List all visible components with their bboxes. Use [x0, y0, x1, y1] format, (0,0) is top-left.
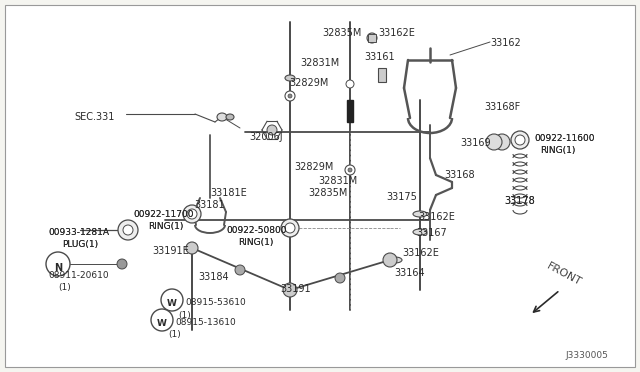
Circle shape — [281, 219, 299, 237]
Circle shape — [187, 209, 197, 219]
Text: RING(1): RING(1) — [540, 146, 575, 155]
Circle shape — [515, 135, 525, 145]
Text: 33161: 33161 — [364, 52, 395, 62]
Text: 00922-11600: 00922-11600 — [534, 134, 595, 143]
Circle shape — [118, 220, 138, 240]
Circle shape — [345, 165, 355, 175]
Circle shape — [123, 225, 133, 235]
Text: FRONT: FRONT — [545, 262, 583, 288]
Text: 08915-13610: 08915-13610 — [175, 318, 236, 327]
Text: 33191: 33191 — [280, 284, 310, 294]
Ellipse shape — [217, 113, 227, 121]
Text: 33167: 33167 — [416, 228, 447, 238]
Text: PLUG(1): PLUG(1) — [62, 240, 98, 249]
Text: 33178: 33178 — [504, 196, 535, 206]
Circle shape — [486, 134, 502, 150]
Circle shape — [348, 168, 352, 172]
Bar — [368, 34, 376, 42]
Circle shape — [46, 252, 70, 276]
Text: 33175: 33175 — [386, 192, 417, 202]
Text: RING(1): RING(1) — [238, 238, 273, 247]
Text: J3330005: J3330005 — [565, 351, 608, 360]
Text: 33169: 33169 — [460, 138, 491, 148]
Text: 33168: 33168 — [444, 170, 475, 180]
Text: W: W — [167, 299, 177, 308]
Text: 00933-1281A: 00933-1281A — [48, 228, 109, 237]
Text: (1): (1) — [58, 283, 71, 292]
Text: 32829M: 32829M — [294, 162, 333, 172]
Circle shape — [151, 309, 173, 331]
Text: 00922-11700: 00922-11700 — [133, 210, 193, 219]
Text: 32831M: 32831M — [318, 176, 357, 186]
Text: N: N — [54, 263, 62, 273]
Circle shape — [186, 242, 198, 254]
Circle shape — [494, 134, 510, 150]
Circle shape — [161, 289, 183, 311]
Circle shape — [283, 283, 297, 297]
Text: 33181E: 33181E — [210, 188, 247, 198]
FancyBboxPatch shape — [5, 5, 635, 367]
Text: 33162E: 33162E — [418, 212, 455, 222]
Ellipse shape — [226, 114, 234, 120]
Text: RING(1): RING(1) — [238, 238, 273, 247]
Text: PLUG(1): PLUG(1) — [62, 240, 98, 249]
Circle shape — [367, 33, 377, 43]
Circle shape — [511, 131, 529, 149]
Text: 33168F: 33168F — [484, 102, 520, 112]
Text: 32831M: 32831M — [300, 58, 339, 68]
Text: 00922-50800: 00922-50800 — [226, 226, 287, 235]
Circle shape — [285, 91, 295, 101]
Text: 33162: 33162 — [490, 38, 521, 48]
Text: (1): (1) — [178, 311, 191, 320]
Text: 00922-11700: 00922-11700 — [133, 210, 193, 219]
Ellipse shape — [388, 257, 402, 263]
Text: 32835M: 32835M — [322, 28, 362, 38]
Text: RING(1): RING(1) — [540, 146, 575, 155]
Text: RING(1): RING(1) — [148, 222, 184, 231]
Bar — [347, 100, 353, 122]
Text: (1): (1) — [168, 330, 180, 339]
Circle shape — [288, 94, 292, 98]
Circle shape — [267, 125, 277, 135]
Text: 08915-53610: 08915-53610 — [185, 298, 246, 307]
Text: 00922-11600: 00922-11600 — [534, 134, 595, 143]
Ellipse shape — [413, 229, 427, 235]
Circle shape — [285, 223, 295, 233]
Text: RING(1): RING(1) — [148, 222, 184, 231]
Text: 32829M: 32829M — [289, 78, 328, 88]
Circle shape — [117, 259, 127, 269]
Text: 33181: 33181 — [194, 200, 225, 210]
Ellipse shape — [285, 75, 295, 81]
Text: 00922-50800: 00922-50800 — [226, 226, 287, 235]
Text: 33162E: 33162E — [402, 248, 439, 258]
Circle shape — [383, 253, 397, 267]
Text: 33164: 33164 — [394, 268, 424, 278]
Text: 33184: 33184 — [198, 272, 228, 282]
Text: 33162E: 33162E — [378, 28, 415, 38]
Text: 00933-1281A: 00933-1281A — [48, 228, 109, 237]
Text: 32006J: 32006J — [249, 132, 283, 142]
Text: 32835M: 32835M — [308, 188, 348, 198]
Ellipse shape — [413, 211, 427, 217]
Text: SEC.331: SEC.331 — [74, 112, 115, 122]
Circle shape — [183, 205, 201, 223]
Circle shape — [335, 273, 345, 283]
Text: 33191E: 33191E — [152, 246, 189, 256]
Text: W: W — [157, 320, 167, 328]
Circle shape — [346, 80, 354, 88]
Text: 08911-20610: 08911-20610 — [48, 271, 109, 280]
Text: 33178: 33178 — [504, 196, 535, 206]
Circle shape — [235, 265, 245, 275]
Bar — [378, 68, 386, 82]
